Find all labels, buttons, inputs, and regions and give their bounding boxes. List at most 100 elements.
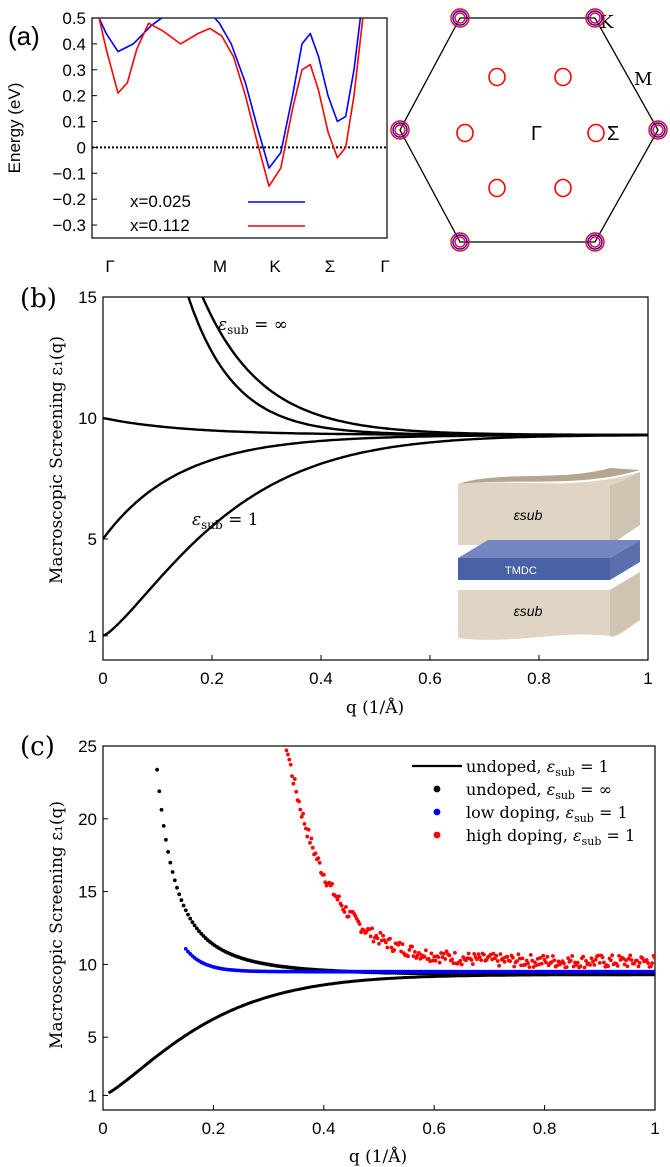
high-doping-point <box>637 961 642 965</box>
high-doping-point <box>508 959 512 964</box>
high-doping-point <box>541 953 546 958</box>
screening-curve-one <box>103 434 648 637</box>
undoped-inf-point <box>175 885 179 890</box>
high-doping-point <box>375 936 380 941</box>
high-doping-point <box>310 845 315 850</box>
high-doping-point <box>385 945 390 950</box>
high-doping-point <box>316 856 321 860</box>
k-pocket <box>587 10 603 26</box>
panel-label-b: (b) <box>20 284 57 314</box>
high-doping-point <box>475 957 479 962</box>
high-doping-point <box>581 954 586 959</box>
high-doping-point <box>582 965 587 970</box>
high-doping-point <box>335 897 340 902</box>
high-doping-point <box>625 964 630 969</box>
high-doping-point <box>308 840 312 845</box>
high-doping-point <box>470 962 475 966</box>
band-plot-frame <box>91 17 388 239</box>
high-doping-point <box>497 963 501 968</box>
high-doping-point <box>437 960 442 965</box>
plot-c-x-label: q (1/Å) <box>349 1146 407 1167</box>
high-doping-point <box>549 960 554 965</box>
high-doping-point <box>498 952 503 956</box>
high-doping-point <box>306 827 311 832</box>
high-doping-point <box>344 905 348 909</box>
high-doping-point <box>317 860 322 865</box>
high-doping-point <box>566 956 570 960</box>
band-y-tick-label: 0.5 <box>62 9 86 28</box>
plot-b-y-tick-label: 15 <box>78 288 97 307</box>
high-doping-point <box>429 951 434 956</box>
high-doping-point <box>491 951 496 956</box>
plot-c-y-label: Macroscopic Screening ε₁(q) <box>47 801 67 1049</box>
plot-c-frame <box>102 745 656 1111</box>
band-x-tick-label: K <box>269 257 281 276</box>
high-doping-point <box>286 752 290 757</box>
high-doping-point <box>444 949 449 954</box>
k-pocket <box>452 234 468 250</box>
band-structure-plot: 0.5 0.4 0.3 0.2 0.1 0 −0.1 −0.2 −0.3 Γ M K Σ Γ x=0.0… <box>5 9 390 276</box>
high-doping-point <box>588 963 592 967</box>
high-doping-point <box>528 953 533 957</box>
high-doping-point <box>624 958 628 963</box>
high-doping-point <box>433 958 438 963</box>
high-doping-point <box>410 944 414 949</box>
band-y-tick-label: 0.2 <box>62 87 86 106</box>
high-doping-point <box>465 956 470 961</box>
bottom-slab-right <box>610 572 640 636</box>
high-doping-point <box>649 964 653 969</box>
high-doping-point <box>313 851 318 856</box>
high-doping-point <box>602 960 606 965</box>
high-doping-point <box>584 959 588 963</box>
legend-low-doping-dot <box>433 808 441 816</box>
high-doping-point <box>597 961 602 965</box>
plot-b-x-tick-label: 0 <box>98 669 107 688</box>
high-doping-point <box>450 957 454 962</box>
high-doping-point <box>424 948 428 953</box>
k-pocket <box>585 232 605 252</box>
high-doping-point <box>418 956 423 961</box>
panel-label-c: (c) <box>20 732 55 762</box>
high-doping-point <box>287 757 292 762</box>
plot-b-x-tick-label: 0.6 <box>418 669 442 688</box>
high-doping-point <box>302 822 307 826</box>
high-doping-point <box>377 941 381 946</box>
high-doping-point <box>291 781 296 786</box>
k-pocket <box>454 236 466 248</box>
high-doping-point <box>606 964 610 969</box>
high-doping-point <box>477 955 482 959</box>
high-doping-point <box>305 834 310 839</box>
high-doping-point <box>353 914 358 918</box>
band-line-red <box>98 18 364 187</box>
k-pocket <box>450 8 470 28</box>
high-doping-point <box>512 964 517 969</box>
undoped-inf-point <box>170 870 175 874</box>
plot-c-y-tick-label: 10 <box>78 955 97 974</box>
band-y-tick-label: −0.1 <box>52 164 86 183</box>
high-doping-point <box>517 956 522 961</box>
undoped-inf-point <box>183 908 188 913</box>
high-doping-point <box>635 958 639 963</box>
high-doping-point <box>439 951 443 955</box>
undoped-inf-point <box>179 898 184 903</box>
inset-top-eps: εsub <box>514 507 543 523</box>
plot-b-y-tick-label: 1 <box>88 627 97 646</box>
high-doping-point <box>531 965 536 969</box>
high-doping-point <box>472 952 477 956</box>
k-pocket <box>587 234 603 250</box>
plot-b-x-tick-label: 0.4 <box>309 669 333 688</box>
high-doping-point <box>436 955 441 959</box>
high-doping-point <box>346 914 351 919</box>
high-doping-point <box>400 942 405 946</box>
high-doping-point <box>544 960 548 965</box>
plot-c-x-tick-label: 0.2 <box>202 1119 226 1138</box>
high-doping-point <box>378 930 383 935</box>
plot-c-y-tick-label: 20 <box>78 810 97 829</box>
band-y-tick-label: 0 <box>77 138 86 157</box>
sigma-pocket <box>488 67 506 87</box>
plot-b-x-tick-label: 1 <box>643 669 652 688</box>
high-doping-point <box>284 748 289 753</box>
k-pocket <box>650 122 666 138</box>
